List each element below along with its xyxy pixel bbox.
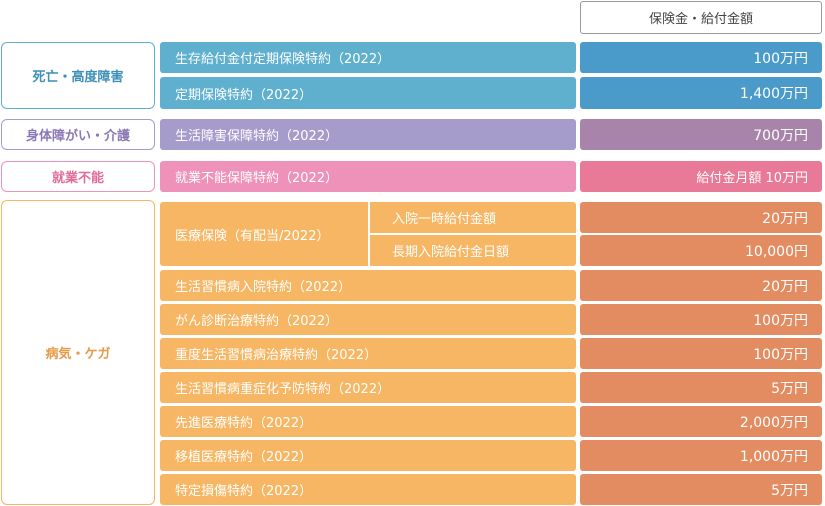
sub-item-label: 長期入院給付金日額	[392, 245, 510, 260]
sub-divider-horizontal	[370, 233, 576, 235]
category-disability: 身体障がい・介護	[1, 119, 155, 150]
category-incapacity: 就業不能	[1, 161, 155, 192]
rider-amount: 20万円	[580, 270, 822, 301]
rider-amount: 10,000円	[580, 235, 822, 266]
rider-name: 先進医療特約（2022）	[160, 406, 576, 437]
rider-name: 移植医療特約（2022）	[160, 440, 576, 471]
rider-amount: 100万円	[580, 42, 822, 73]
rider-amount: 5万円	[580, 474, 822, 505]
rider-amount: 1,400万円	[580, 77, 822, 109]
rider-name: 生存給付金付定期保険特約（2022）	[160, 42, 576, 73]
rider-amount: 5万円	[580, 372, 822, 403]
rider-name: 生活習慣病入院特約（2022）	[160, 270, 576, 301]
rider-amount: 100万円	[580, 304, 822, 335]
rider-name: 定期保険特約（2022）	[160, 77, 576, 109]
rider-name: 就業不能保障特約（2022）	[160, 161, 576, 192]
sub-divider-vertical	[368, 202, 370, 266]
category-death: 死亡・高度障害	[1, 42, 155, 109]
rider-name: 生活習慣病重症化予防特約（2022）	[160, 372, 576, 403]
rider-amount: 1,000万円	[580, 440, 822, 471]
amount-column-header: 保険金・給付金額	[580, 1, 822, 34]
sub-item-label: 入院一時給付金額	[392, 212, 497, 227]
rider-amount: 給付金月額 10万円	[580, 161, 822, 192]
rider-amount: 20万円	[580, 202, 822, 233]
rider-name: 重度生活習慣病治療特約（2022）	[160, 338, 576, 369]
category-illness: 病気・ケガ	[1, 200, 155, 505]
rider-amount: 100万円	[580, 338, 822, 369]
rider-name: 特定損傷特約（2022）	[160, 474, 576, 505]
rider-name: 生活障害保障特約（2022）	[160, 119, 576, 150]
rider-name: がん診断治療特約（2022）	[160, 304, 576, 335]
rider-amount: 2,000万円	[580, 406, 822, 437]
rider-amount: 700万円	[580, 119, 822, 150]
